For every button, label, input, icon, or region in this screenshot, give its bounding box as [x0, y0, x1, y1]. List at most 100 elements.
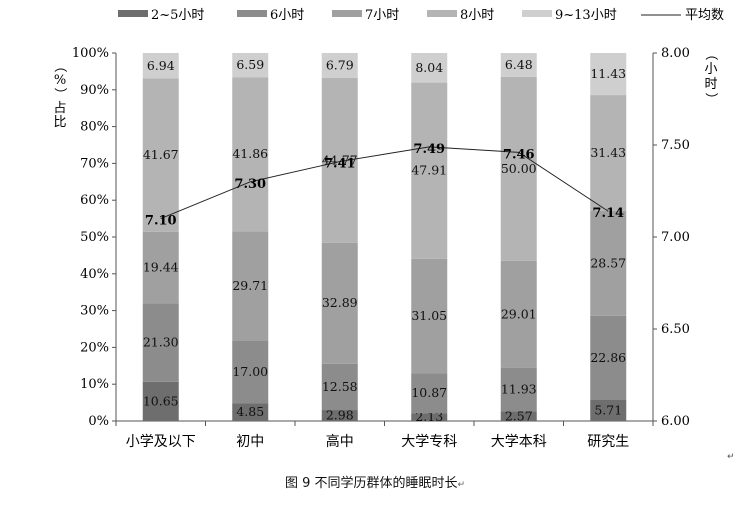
bar-value-label: 19.44 — [143, 260, 179, 275]
bar-value-label: 29.71 — [232, 278, 268, 293]
right-axis-title-char: 小 — [704, 62, 717, 77]
bar-segment — [321, 77, 358, 243]
right-tick-label: 6.00 — [661, 414, 690, 429]
bar-value-label: 6.94 — [147, 58, 175, 73]
left-axis-title-char: 占 — [53, 101, 66, 116]
bar-value-label: 2.98 — [326, 408, 354, 423]
left-tick-label: 80% — [80, 120, 109, 135]
average-value-label: 7.30 — [234, 177, 266, 192]
figure-caption: 图 9 不同学历群体的睡眠时长↵ — [0, 472, 750, 491]
average-value-label: 7.14 — [592, 206, 624, 221]
bar-value-label: 50.00 — [501, 161, 537, 176]
bar-segment — [500, 260, 537, 368]
left-tick-label: 90% — [80, 83, 109, 98]
left-axis-title-char: 比 — [53, 115, 66, 130]
bar-value-label: 29.01 — [501, 306, 537, 321]
bar-value-label: 22.86 — [590, 350, 626, 365]
bar-segment — [590, 95, 627, 211]
bar-segment — [142, 231, 179, 304]
left-axis-title-char: ） — [52, 87, 67, 100]
bar-segment — [321, 52, 358, 78]
bar-segment — [500, 411, 537, 421]
bar-segment — [142, 78, 179, 232]
left-tick-label: 0% — [88, 414, 109, 429]
right-tick-label: 7.00 — [661, 230, 690, 245]
bar-segment — [321, 242, 358, 364]
legend-label: 8小时 — [460, 8, 494, 23]
legend-label: 平均数 — [685, 8, 724, 23]
caption-return-mark: ↵ — [457, 480, 466, 490]
bar-value-label: 12.58 — [322, 379, 358, 394]
bar-value-label: 6.79 — [326, 57, 354, 72]
bar-segment — [232, 340, 269, 404]
left-axis-title-char: （ — [52, 59, 67, 72]
bar-value-label: 8.04 — [415, 60, 443, 75]
right-tick-label: 6.50 — [661, 322, 690, 337]
left-axis-title-char: % — [54, 73, 66, 88]
bar-segment — [411, 258, 448, 374]
bar-value-label: 17.00 — [232, 364, 268, 379]
bar-segment — [500, 53, 537, 77]
bar-value-label: 21.30 — [143, 335, 179, 350]
category-label: 大学专科 — [401, 434, 457, 450]
legend-swatch — [427, 10, 457, 17]
legend-label: 7小时 — [365, 8, 399, 23]
bar-value-label: 10.65 — [143, 393, 179, 408]
bar-segment — [411, 413, 448, 421]
bar-value-label: 5.71 — [594, 402, 622, 417]
bar-value-label: 11.93 — [501, 382, 537, 397]
left-tick-label: 40% — [80, 267, 109, 282]
bar-segment — [321, 410, 358, 421]
bar-segment — [232, 231, 269, 341]
bar-segment — [232, 403, 269, 421]
category-label: 研究生 — [587, 434, 629, 450]
legend-swatch — [522, 10, 552, 17]
bar-value-label: 11.43 — [590, 66, 626, 81]
bar-value-label: 4.85 — [236, 404, 264, 419]
bar-segment — [590, 315, 627, 400]
legend-label: 2~5小时 — [151, 8, 204, 23]
bar-value-label: 47.91 — [411, 163, 447, 178]
legend-swatch — [332, 10, 362, 17]
average-line — [160, 146, 609, 220]
average-value-label: 7.46 — [503, 147, 535, 162]
bar-segment — [142, 53, 179, 79]
left-tick-label: 30% — [80, 304, 109, 319]
left-tick-label: 10% — [80, 377, 109, 392]
bar-segment — [232, 77, 269, 232]
left-tick-label: 50% — [80, 230, 109, 245]
legend-label: 9~13小时 — [555, 8, 617, 23]
average-value-label: 7.41 — [324, 157, 356, 172]
bar-segment — [590, 210, 627, 316]
category-label: 大学本科 — [491, 434, 547, 450]
legend-swatch — [237, 10, 267, 17]
category-label: 小学及以下 — [126, 434, 196, 450]
bar-value-label: 2.57 — [505, 408, 533, 423]
return-mark: ↵ — [727, 452, 735, 462]
bar-value-label: 28.57 — [590, 255, 626, 270]
category-label: 初中 — [236, 433, 264, 450]
right-tick-label: 8.00 — [661, 46, 690, 61]
bar-value-label: 6.59 — [236, 57, 264, 72]
right-tick-label: 7.50 — [661, 138, 690, 153]
bar-value-label: 41.67 — [143, 147, 179, 162]
bar-segment — [500, 367, 537, 412]
bar-value-label: 32.89 — [322, 295, 358, 310]
left-tick-label: 70% — [80, 156, 109, 171]
category-label: 高中 — [326, 433, 354, 450]
bar-segment — [500, 76, 537, 261]
left-tick-label: 100% — [72, 46, 109, 61]
bar-segment — [411, 53, 448, 83]
bar-segment — [590, 53, 627, 96]
bar-segment — [411, 373, 448, 414]
average-value-label: 7.10 — [145, 214, 177, 229]
bar-value-label: 31.43 — [590, 145, 626, 160]
bar-segment — [321, 363, 358, 411]
bar-segment — [232, 52, 269, 78]
legend-label: 6小时 — [270, 8, 304, 23]
average-value-label: 7.49 — [413, 142, 445, 157]
right-axis-title-char: 时 — [704, 77, 717, 92]
bar-value-label: 10.87 — [411, 385, 447, 400]
